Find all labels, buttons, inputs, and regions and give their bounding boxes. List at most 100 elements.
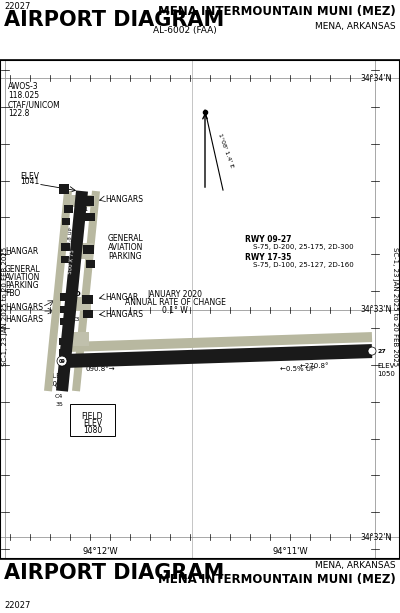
Text: CTAF/UNICOM: CTAF/UNICOM <box>8 100 61 109</box>
Text: 94°12'W: 94°12'W <box>82 547 118 555</box>
Text: 122.8: 122.8 <box>8 109 29 118</box>
Bar <box>60 305 68 313</box>
Text: 22027: 22027 <box>4 601 30 610</box>
Text: PARKING: PARKING <box>5 281 39 289</box>
Text: 118.025: 118.025 <box>8 91 39 100</box>
Text: HANGARS: HANGARS <box>105 194 143 204</box>
Text: C2: C2 <box>72 248 80 254</box>
Text: RWY 17-35: RWY 17-35 <box>245 253 291 262</box>
Text: 34°32'N: 34°32'N <box>361 533 392 541</box>
Text: C: C <box>55 383 59 389</box>
Bar <box>82 295 92 303</box>
Text: MENA INTERMOUNTAIN MUNI (MEZ): MENA INTERMOUNTAIN MUNI (MEZ) <box>158 573 396 586</box>
Bar <box>59 349 67 356</box>
Text: ←0.5% UP: ←0.5% UP <box>280 366 315 372</box>
Text: MENA INTERMOUNTAIN MUNI (MEZ): MENA INTERMOUNTAIN MUNI (MEZ) <box>158 5 396 18</box>
Text: HANGARS: HANGARS <box>5 303 43 311</box>
Text: 0.1° W: 0.1° W <box>162 306 188 315</box>
Bar <box>82 196 94 206</box>
Polygon shape <box>72 191 100 392</box>
Text: 1050: 1050 <box>377 371 395 377</box>
Text: B3: B3 <box>72 303 80 308</box>
Bar <box>62 218 70 224</box>
Text: D: D <box>74 291 80 297</box>
Text: 1°08' 1.4' E: 1°08' 1.4' E <box>217 132 234 168</box>
Text: C4: C4 <box>55 394 63 398</box>
Text: AVIATION: AVIATION <box>108 243 143 252</box>
Text: 172.0°: 172.0° <box>76 222 84 240</box>
Text: 1075: 1075 <box>48 381 66 387</box>
Text: AIRPORT DIAGRAM: AIRPORT DIAGRAM <box>4 10 224 30</box>
Text: GENERAL: GENERAL <box>5 265 41 273</box>
Text: MENA, ARKANSAS: MENA, ARKANSAS <box>315 22 396 31</box>
Text: ELEV: ELEV <box>48 373 66 379</box>
Text: 27: 27 <box>378 349 387 354</box>
Text: 1041: 1041 <box>20 177 39 186</box>
Circle shape <box>57 356 67 366</box>
Text: C3: C3 <box>72 316 80 322</box>
Polygon shape <box>67 332 372 352</box>
Text: 5485 X 100: 5485 X 100 <box>194 354 246 364</box>
Circle shape <box>368 347 376 355</box>
Bar <box>83 310 93 318</box>
Bar <box>71 243 93 259</box>
Text: ANNUAL RATE OF CHANGE: ANNUAL RATE OF CHANGE <box>124 298 226 307</box>
Text: L: L <box>85 193 89 199</box>
Bar <box>69 297 91 311</box>
Bar <box>86 260 94 268</box>
Text: 1080: 1080 <box>83 425 102 435</box>
Text: 090.8°→: 090.8°→ <box>85 366 115 372</box>
Text: FIELD: FIELD <box>82 411 103 421</box>
Text: S-75, D-200, 25-175, 2D-300: S-75, D-200, 25-175, 2D-300 <box>253 244 354 250</box>
Text: ELEV: ELEV <box>377 363 394 369</box>
Bar <box>59 184 69 194</box>
Text: HANGAR: HANGAR <box>5 246 38 256</box>
Text: 500 X 75: 500 X 75 <box>68 248 76 273</box>
Bar <box>60 243 70 251</box>
Polygon shape <box>62 344 372 368</box>
Text: AVIATION: AVIATION <box>5 273 40 281</box>
Text: HANGAR: HANGAR <box>105 292 138 302</box>
Text: 09: 09 <box>58 359 66 364</box>
Text: AWOS-3: AWOS-3 <box>8 82 39 91</box>
Text: FBO: FBO <box>5 289 20 297</box>
Text: SC-1, 23 JAN 2025 to 20 FEB 2025: SC-1, 23 JAN 2025 to 20 FEB 2025 <box>2 247 8 366</box>
Text: JANUARY 2020: JANUARY 2020 <box>148 290 202 299</box>
Text: 35: 35 <box>55 402 63 406</box>
Text: SC-1, 23 JAN 2025 to 20 FEB 2025: SC-1, 23 JAN 2025 to 20 FEB 2025 <box>392 247 398 366</box>
Text: A: A <box>127 341 133 349</box>
Text: 34°33'N: 34°33'N <box>361 305 392 314</box>
Text: HANGARS: HANGARS <box>5 314 43 324</box>
Bar <box>67 332 89 346</box>
Bar <box>60 318 68 324</box>
Bar <box>70 404 115 436</box>
Text: PARKING: PARKING <box>108 252 142 261</box>
Text: 0.8 UP: 0.8 UP <box>67 227 73 245</box>
Bar <box>70 195 94 207</box>
Text: AIRPORT DIAGRAM: AIRPORT DIAGRAM <box>4 563 224 583</box>
Text: E: E <box>74 238 78 244</box>
Text: GENERAL: GENERAL <box>108 234 144 243</box>
Text: 22027: 22027 <box>4 2 30 11</box>
Text: 352.0°: 352.0° <box>60 337 68 356</box>
Polygon shape <box>56 191 88 392</box>
Text: ELEV: ELEV <box>83 419 102 427</box>
Text: 94°11'W: 94°11'W <box>272 547 308 555</box>
Text: HANGARS: HANGARS <box>105 310 143 319</box>
Text: 34°34'N: 34°34'N <box>361 74 392 83</box>
Bar <box>64 205 72 213</box>
Text: B1: B1 <box>80 207 88 211</box>
Text: ←270.8°: ←270.8° <box>300 363 330 369</box>
Bar <box>60 293 68 301</box>
Polygon shape <box>44 191 72 392</box>
Text: AL-6002 (FAA): AL-6002 (FAA) <box>153 26 217 34</box>
Text: A: A <box>247 337 253 346</box>
Bar <box>85 213 95 221</box>
Text: MENA, ARKANSAS: MENA, ARKANSAS <box>315 561 396 570</box>
Bar <box>58 338 68 345</box>
Bar <box>61 256 69 262</box>
Text: RWY 09-27: RWY 09-27 <box>245 235 292 244</box>
Text: ELEV: ELEV <box>20 172 39 181</box>
Text: S-75, D-100, 25-127, 2D-160: S-75, D-100, 25-127, 2D-160 <box>253 262 354 268</box>
Bar <box>82 245 94 254</box>
